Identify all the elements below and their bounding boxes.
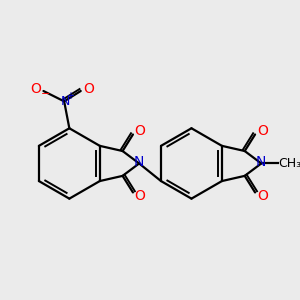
Text: +: + — [66, 91, 74, 101]
Text: O: O — [135, 124, 146, 138]
Text: N: N — [134, 155, 144, 170]
Text: O: O — [257, 124, 268, 138]
Text: CH₃: CH₃ — [279, 157, 300, 170]
Text: O: O — [257, 188, 268, 203]
Text: −: − — [41, 89, 50, 99]
Text: N: N — [61, 95, 70, 108]
Text: O: O — [30, 82, 40, 96]
Text: O: O — [84, 82, 94, 96]
Text: O: O — [135, 188, 146, 203]
Text: N: N — [256, 155, 266, 170]
